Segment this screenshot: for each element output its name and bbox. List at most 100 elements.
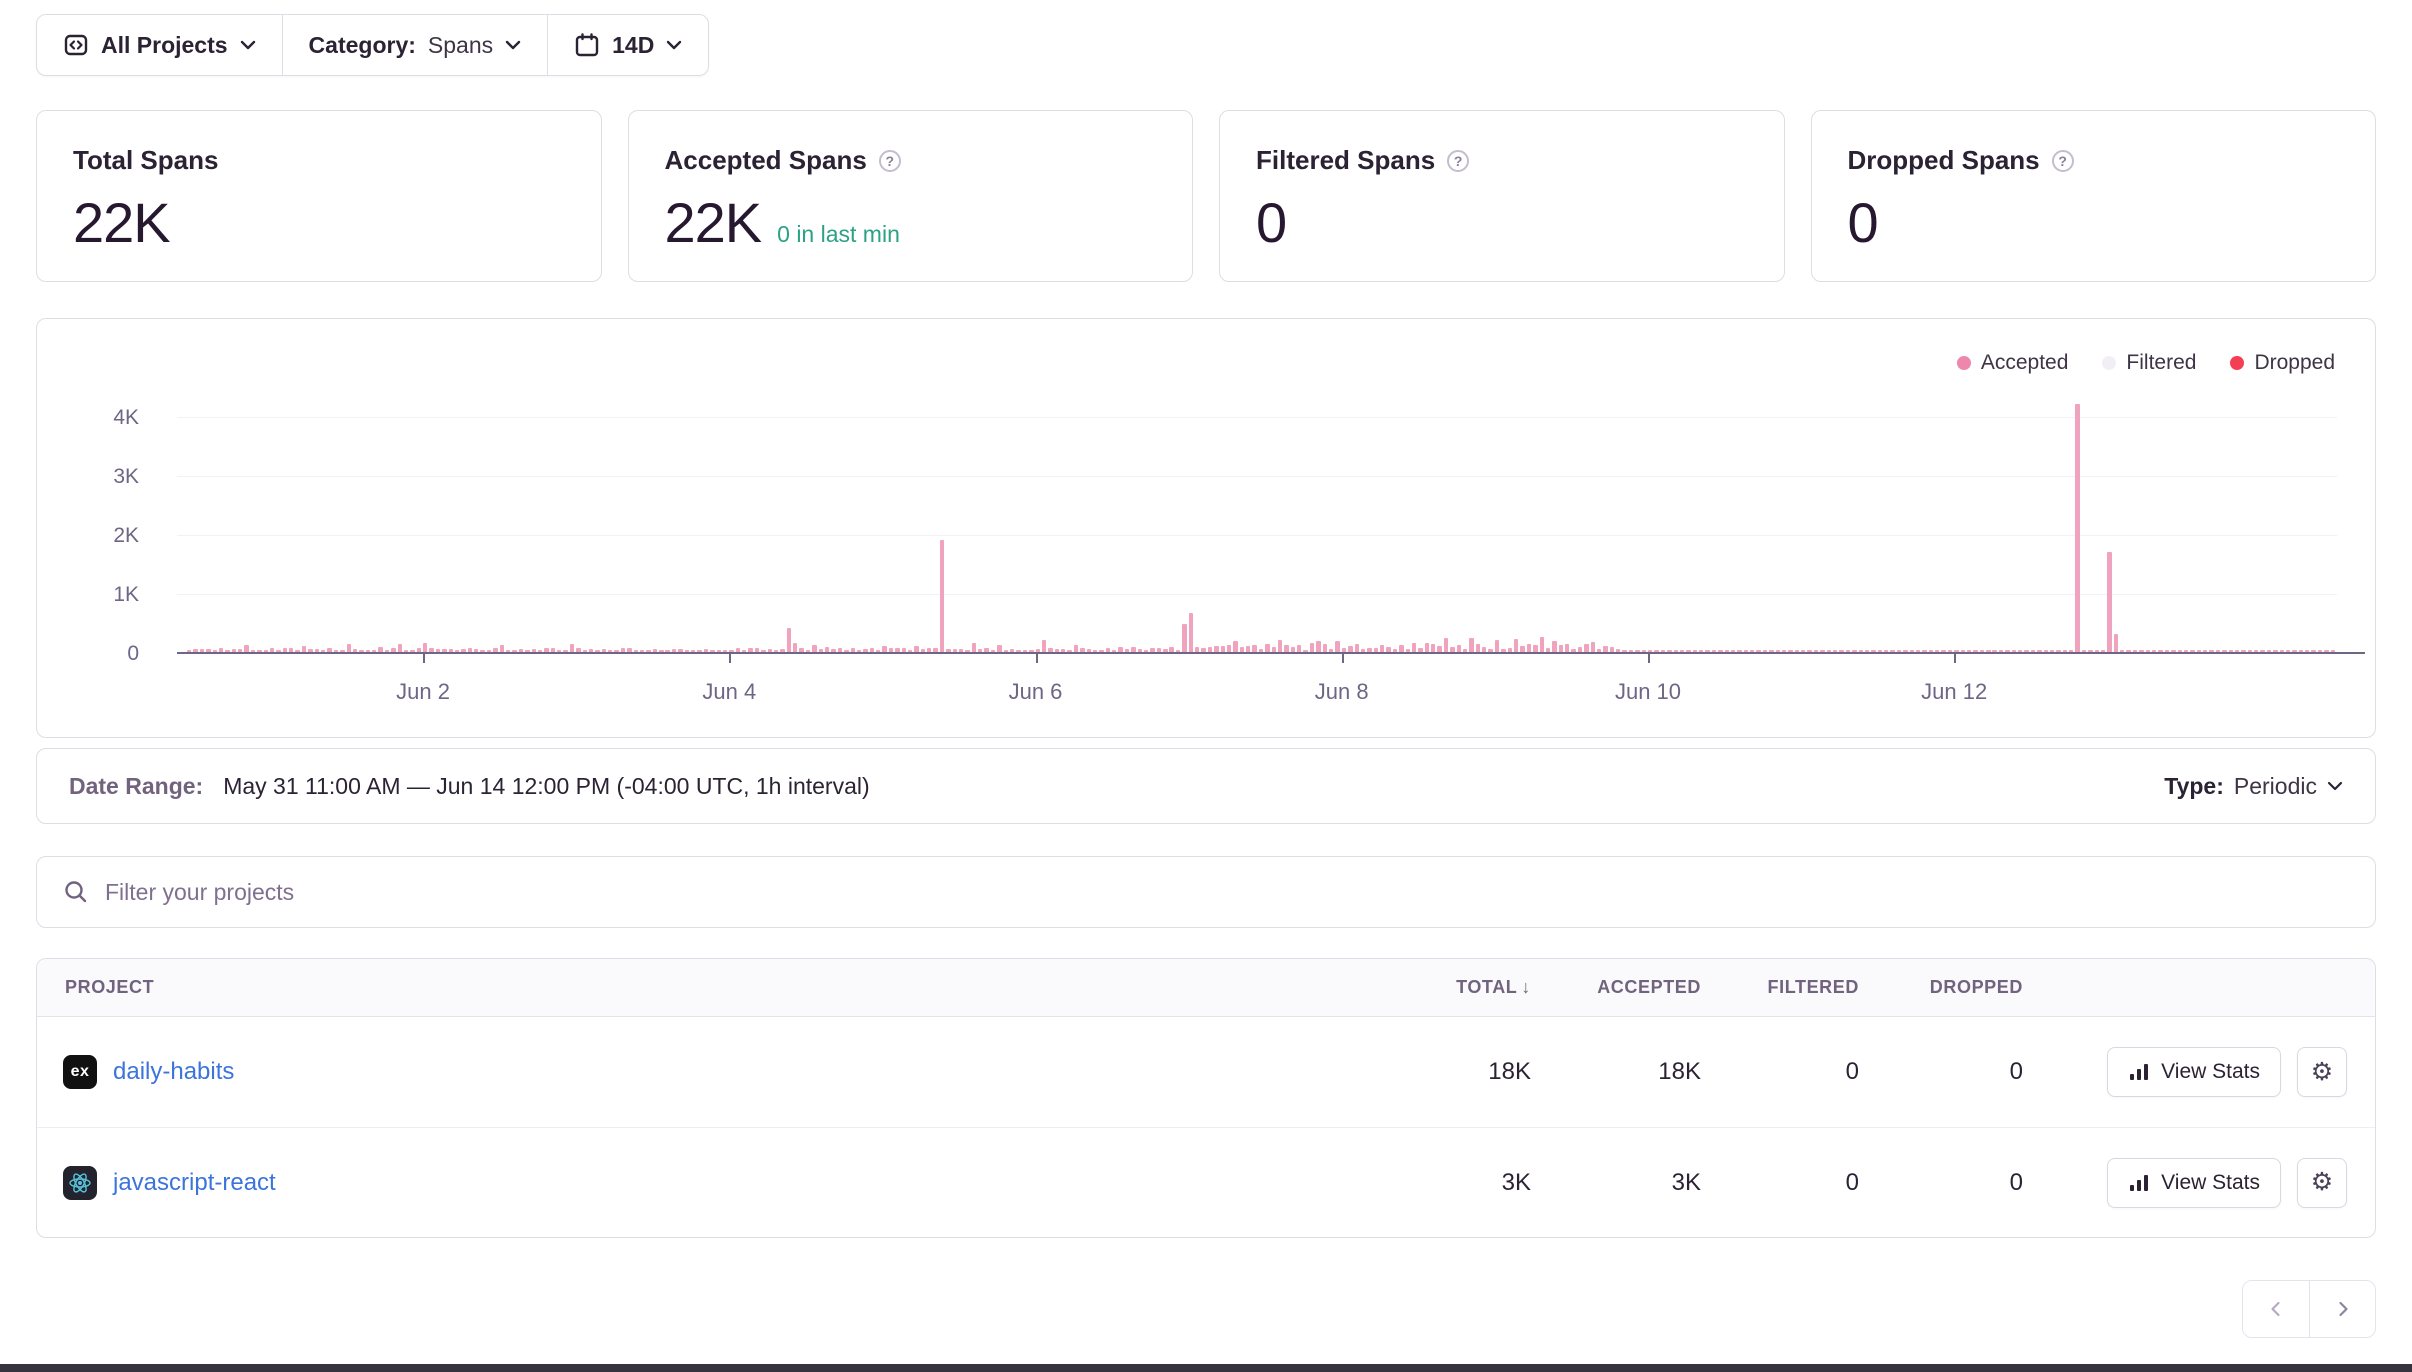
type-value: Periodic — [2233, 772, 2317, 799]
chart-legend: Accepted Filtered Dropped — [1956, 351, 2335, 375]
gear-icon: ⚙ — [2310, 1057, 2334, 1086]
card-value: 22K — [73, 191, 171, 254]
x-axis-label: Jun 10 — [1614, 679, 1682, 704]
gridline-3k — [177, 476, 2337, 477]
project-selector[interactable]: All Projects — [37, 15, 282, 75]
accepted-cell: 3K — [1671, 1168, 1701, 1196]
gridline-2k — [177, 535, 2337, 536]
project-selector-label: All Projects — [101, 31, 228, 58]
x-axis-line — [177, 652, 2365, 654]
legend-item-accepted[interactable]: Accepted — [1956, 351, 2069, 375]
gridline-1k — [177, 594, 2337, 595]
next-page-button[interactable] — [2309, 1281, 2375, 1337]
view-stats-button[interactable]: View Stats — [2107, 1047, 2281, 1097]
x-axis-label: Jun 4 — [702, 679, 757, 704]
card-title: Filtered Spans — [1256, 145, 1436, 175]
chevron-left-icon — [2271, 1301, 2280, 1317]
card-title: Total Spans — [73, 145, 219, 175]
filtered-spans-card: Filtered Spans ? 0 — [1219, 110, 1785, 282]
projects-icon — [64, 34, 88, 56]
pagination — [36, 1280, 2376, 1338]
category-value: Spans — [427, 31, 494, 58]
express-platform-icon: ex — [63, 1055, 97, 1089]
y-axis-label: 4K — [113, 406, 139, 429]
total-cell: 18K — [1488, 1058, 1531, 1085]
legend-item-filtered[interactable]: Filtered — [2102, 351, 2196, 375]
x-axis-label: Jun 8 — [1314, 679, 1369, 704]
type-selector[interactable]: Type: Periodic — [2164, 773, 2343, 800]
bar-chart-icon — [2130, 1064, 2149, 1080]
sort-desc-icon: ↓ — [1521, 977, 1531, 997]
total-cell: 3K — [1501, 1168, 1531, 1196]
table-row: ex daily-habits 18K 18K 0 0 View Stats ⚙ — [37, 1017, 2375, 1127]
filtered-cell: 0 — [1845, 1168, 1859, 1196]
y-axis-label: 2K — [113, 524, 139, 547]
accepted-cell: 18K — [1658, 1058, 1701, 1085]
date-period-value: 14D — [612, 31, 655, 58]
dropped-dot-icon — [2230, 356, 2245, 370]
previous-page-button[interactable] — [2243, 1281, 2309, 1337]
legend-label: Accepted — [1980, 351, 2069, 374]
date-period-selector[interactable]: 14D — [547, 15, 708, 75]
legend-label: Filtered — [2126, 351, 2197, 374]
help-icon[interactable]: ? — [2051, 149, 2074, 172]
dropped-cell: 0 — [2009, 1168, 2023, 1196]
total-spans-card: Total Spans 22K — [36, 110, 602, 282]
project-filter-bar — [36, 856, 2376, 928]
calendar-icon — [575, 33, 599, 57]
filter-projects-input[interactable] — [105, 878, 2349, 906]
dropped-spans-card: Dropped Spans ? 0 — [1810, 110, 2376, 282]
legend-label: Dropped — [2254, 351, 2335, 374]
column-header-accepted[interactable]: ACCEPTED — [1597, 977, 1701, 997]
column-header-project[interactable]: PROJECT — [65, 977, 155, 997]
card-value: 22K — [664, 191, 763, 254]
chart-bars[interactable] — [187, 362, 2337, 652]
x-axis-label: Jun 2 — [396, 679, 450, 704]
chevron-down-icon — [2327, 781, 2343, 791]
date-range-bar: Date Range: May 31 11:00 AM — Jun 14 12:… — [36, 748, 2376, 824]
gridline-4k — [177, 417, 2337, 418]
column-header-dropped[interactable]: DROPPED — [1929, 977, 2023, 997]
date-range-label: Date Range: — [69, 772, 204, 799]
dropped-cell: 0 — [2009, 1058, 2023, 1085]
usage-chart: Accepted Filtered Dropped 0 1K 2K 3K 4K … — [36, 318, 2376, 738]
help-icon[interactable]: ? — [1447, 149, 1470, 172]
x-axis-label: Jun 6 — [1008, 679, 1063, 704]
chevron-down-icon — [240, 40, 255, 50]
filters-toolbar: All Projects Category: Spans 14D — [36, 14, 710, 76]
category-selector[interactable]: Category: Spans — [281, 15, 548, 75]
chevron-down-icon — [505, 40, 521, 50]
search-icon — [65, 881, 87, 903]
type-label: Type: — [2164, 772, 2224, 799]
card-note: 0 in last min — [777, 221, 900, 247]
column-header-filtered[interactable]: FILTERED — [1767, 977, 1859, 997]
project-link[interactable]: javascript-react — [113, 1168, 276, 1196]
chevron-down-icon — [667, 40, 682, 50]
accepted-spans-card: Accepted Spans ? 22K 0 in last min — [627, 110, 1193, 282]
card-value: 0 — [1847, 191, 1879, 254]
react-platform-icon — [63, 1165, 97, 1200]
filtered-cell: 0 — [1845, 1058, 1859, 1085]
y-axis-label: 0 — [127, 642, 139, 665]
chevron-right-icon — [2338, 1301, 2348, 1317]
help-icon[interactable]: ? — [878, 149, 901, 172]
legend-item-dropped[interactable]: Dropped — [2230, 351, 2335, 375]
gear-icon: ⚙ — [2310, 1168, 2334, 1196]
project-settings-button[interactable]: ⚙ — [2297, 1157, 2347, 1208]
y-axis-label: 3K — [113, 465, 139, 488]
view-stats-button[interactable]: View Stats — [2107, 1157, 2281, 1208]
card-title: Dropped Spans — [1847, 145, 2040, 175]
stat-cards-row: Total Spans 22K Accepted Spans ? 22K 0 i… — [36, 110, 2376, 282]
y-axis-label: 1K — [113, 583, 139, 606]
card-value: 0 — [1256, 191, 1287, 254]
x-axis-label: Jun 12 — [1921, 679, 1988, 704]
project-link[interactable]: daily-habits — [113, 1058, 235, 1085]
accepted-dot-icon — [1956, 356, 1971, 370]
bar-chart-icon — [2130, 1174, 2149, 1191]
column-header-total[interactable]: TOTAL ↓ — [1456, 977, 1531, 997]
table-header-row: PROJECT TOTAL ↓ ACCEPTED FILTERED DROPPED — [37, 959, 2375, 1017]
project-settings-button[interactable]: ⚙ — [2297, 1047, 2347, 1097]
x-axis-ticks — [187, 654, 2337, 663]
card-title: Accepted Spans — [664, 145, 867, 175]
